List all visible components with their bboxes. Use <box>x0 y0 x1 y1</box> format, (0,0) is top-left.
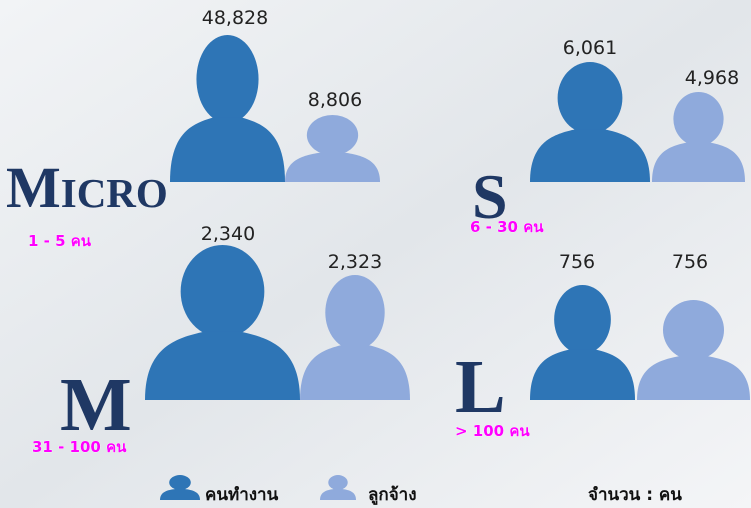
size-label: Micro <box>6 155 168 220</box>
size-label: M <box>60 363 132 447</box>
employee-icon <box>637 300 750 400</box>
icon-part <box>160 489 200 500</box>
value-label: 756 <box>672 251 708 273</box>
value-label: 756 <box>559 251 595 273</box>
icon-part <box>285 152 380 182</box>
value-label: 2,340 <box>201 223 255 245</box>
value-label: 2,323 <box>328 251 382 273</box>
icon-part <box>169 475 191 490</box>
legend-label: ลูกจ้าง <box>368 485 417 506</box>
employee-icon <box>300 275 410 400</box>
employee-icon <box>285 115 380 182</box>
value-label: 6,061 <box>563 37 617 59</box>
icon-part <box>306 115 359 156</box>
legend-icon <box>320 475 356 500</box>
worker-icon <box>530 62 650 182</box>
value-label: 8,806 <box>308 89 362 111</box>
range-label: 1 - 5 คน <box>28 232 92 250</box>
icon-part <box>662 300 725 360</box>
range-label: > 100 คน <box>455 422 530 440</box>
icon-part <box>328 475 348 490</box>
icon-part <box>530 129 650 182</box>
unit-note: จำนวน : คน <box>588 485 682 505</box>
legend-icon <box>160 475 200 500</box>
icon-part <box>637 356 750 400</box>
icon-part <box>300 345 410 400</box>
icon-part <box>145 331 300 400</box>
worker-icon <box>145 245 300 400</box>
icon-part <box>557 62 623 134</box>
employee-icon <box>652 92 745 182</box>
icon-part <box>196 35 259 124</box>
range-label: 6 - 30 คน <box>470 218 544 236</box>
legend-label: คนทำงาน <box>205 485 279 505</box>
icon-part <box>673 92 724 146</box>
size-label: L <box>455 345 506 429</box>
icon-part <box>530 349 635 400</box>
value-label: 4,968 <box>685 67 739 89</box>
range-label: 31 - 100 คน <box>32 438 127 456</box>
icon-part <box>170 117 285 182</box>
icon-part <box>554 285 611 354</box>
icons <box>145 35 750 500</box>
icon-part <box>320 489 356 500</box>
icon-part <box>180 245 265 338</box>
worker-icon <box>170 35 285 182</box>
icon-part <box>325 275 385 350</box>
size-label: S <box>472 161 508 232</box>
worker-icon <box>530 285 635 400</box>
value-label: 48,828 <box>202 7 268 29</box>
icon-part <box>652 142 745 182</box>
